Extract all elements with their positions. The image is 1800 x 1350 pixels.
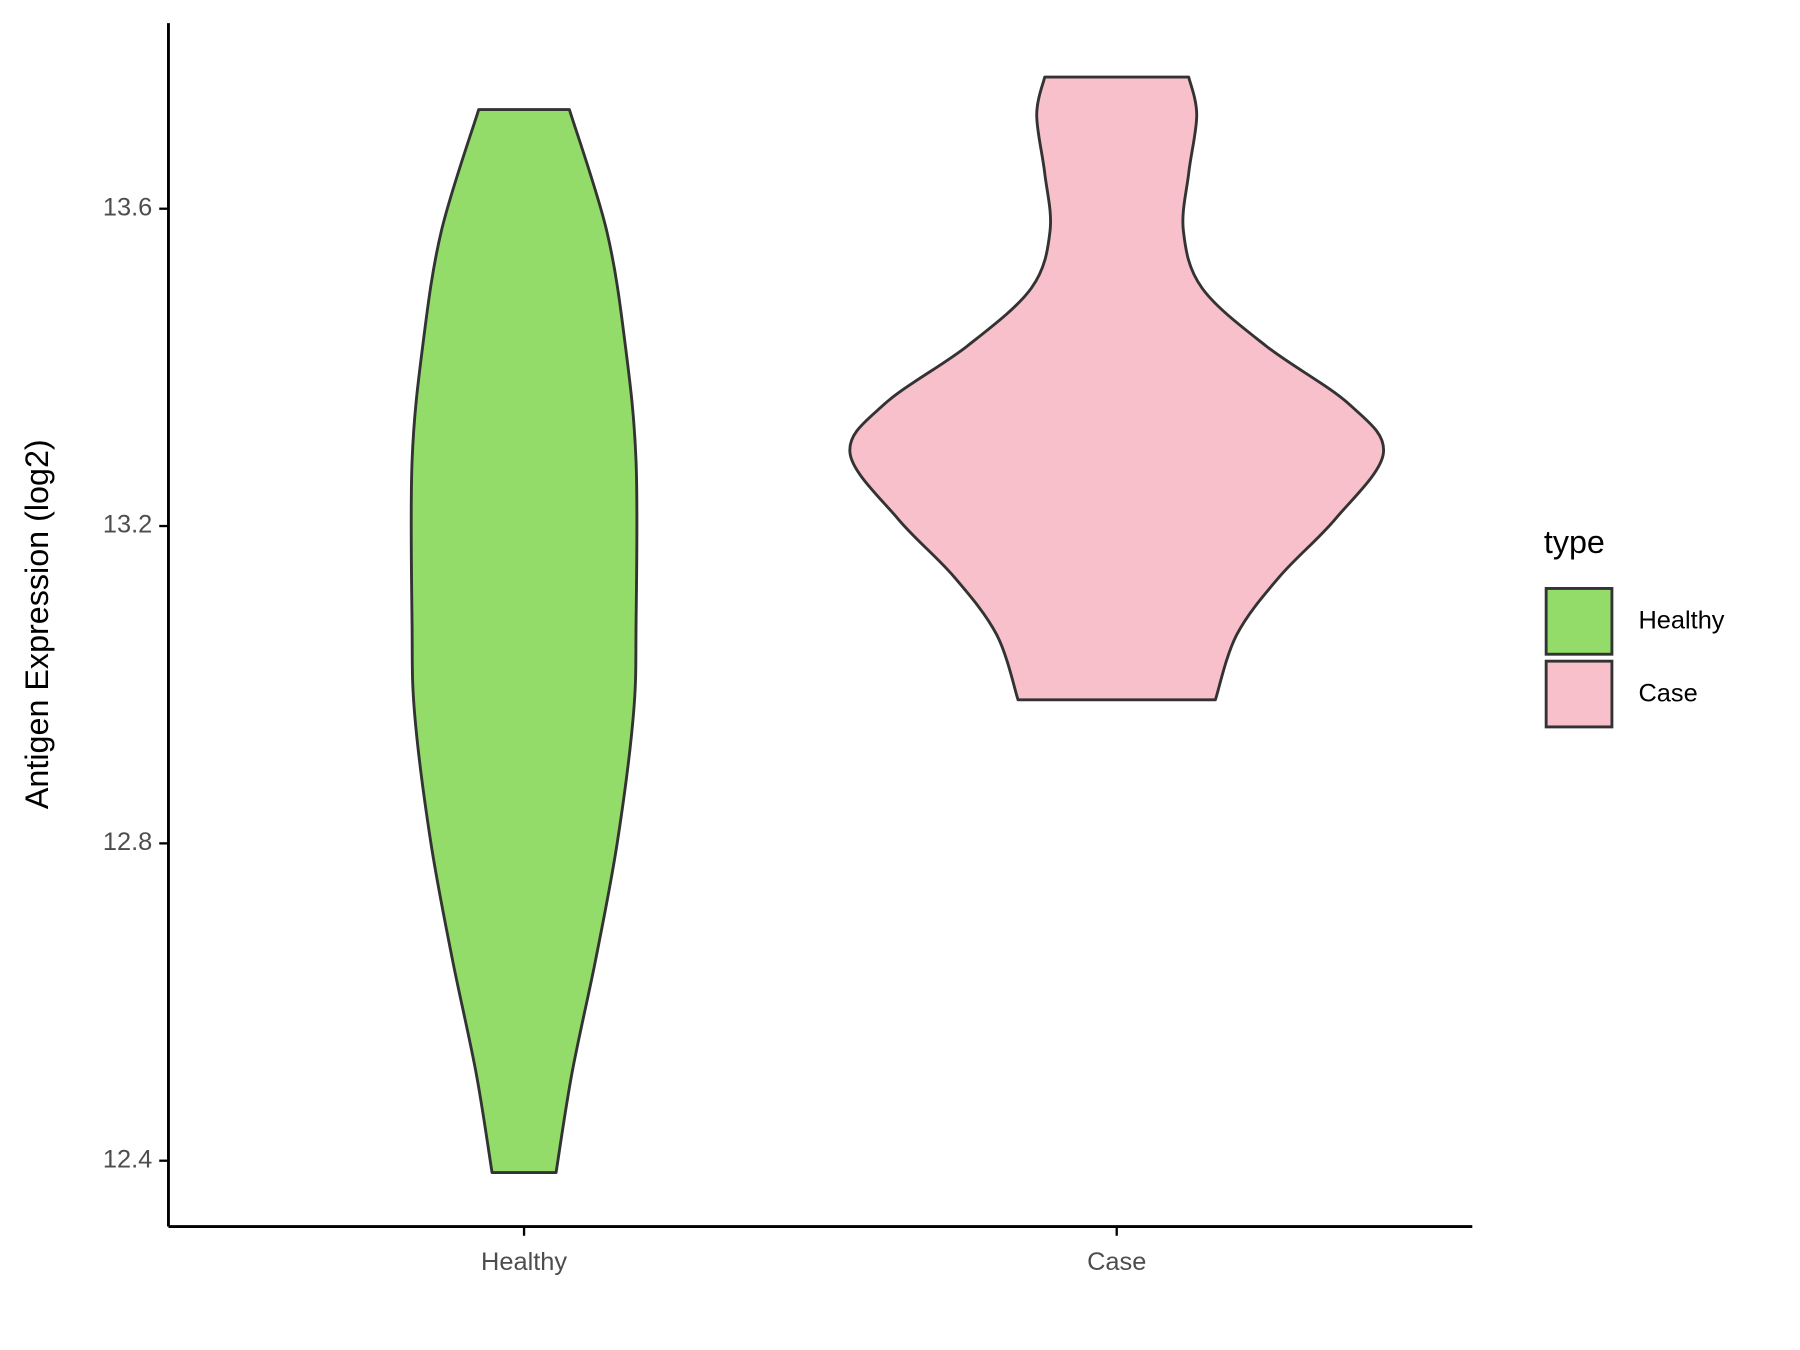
legend-key (1544, 659, 1614, 729)
y-tick-label: 12.4 (103, 1145, 152, 1173)
legend-label: Healthy (1638, 607, 1724, 635)
legend-title: type (1544, 524, 1605, 560)
y-tick-label: 12.8 (103, 828, 152, 856)
y-tick-label: 13.2 (103, 511, 152, 539)
y-axis-title: Antigen Expression (log2) (19, 439, 55, 809)
x-tick-label: Case (1087, 1248, 1146, 1276)
violin (848, 75, 1385, 702)
legend-label: Case (1638, 679, 1697, 707)
violin (409, 108, 639, 1175)
x-tick-label: Healthy (481, 1248, 567, 1276)
legend-key (1544, 587, 1614, 656)
y-tick-label: 13.6 (103, 193, 152, 221)
